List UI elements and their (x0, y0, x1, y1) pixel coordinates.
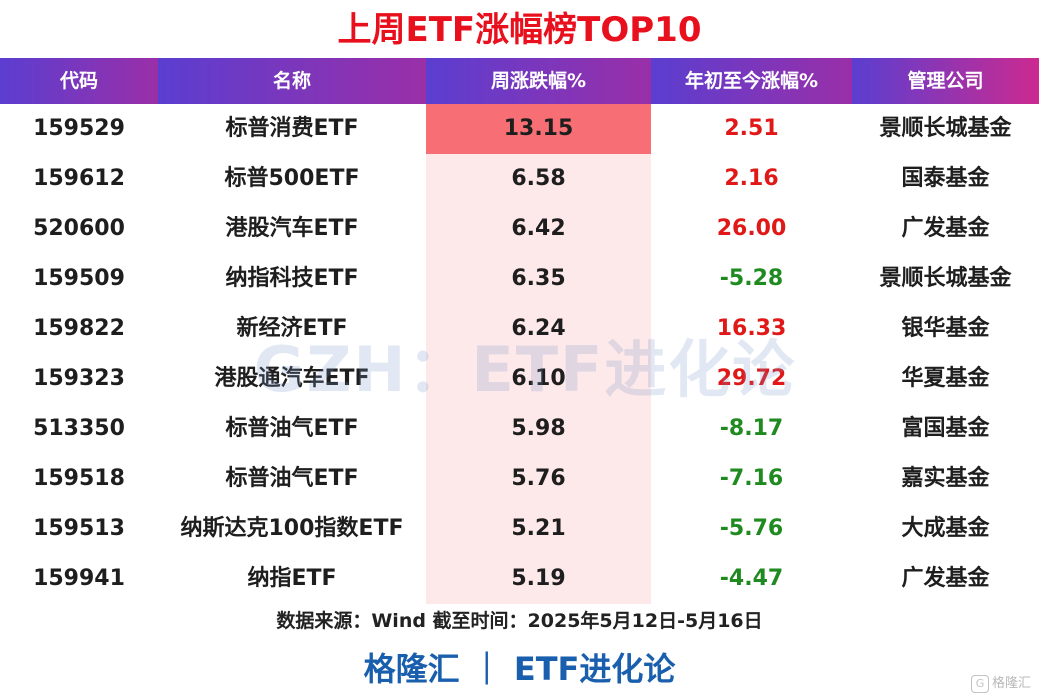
cell-weekly-change: 5.98 (511, 416, 566, 441)
data-source-note: 数据来源：Wind 截至时间：2025年5月12日-5月16日 (276, 610, 763, 632)
weekly-bar-background (426, 254, 651, 304)
cell-name: 纳指科技ETF (225, 266, 359, 291)
cell-ytd-change: 2.16 (724, 166, 779, 191)
cell-company: 广发基金 (901, 216, 990, 241)
cell-code: 520600 (33, 216, 125, 241)
cell-weekly-change: 6.58 (511, 166, 566, 191)
cell-company: 银华基金 (901, 316, 990, 341)
cell-code: 159518 (33, 466, 125, 491)
cell-name: 标普油气ETF (225, 416, 359, 441)
cell-code: 159612 (33, 166, 125, 191)
table-row: 513350 标普油气ETF 5.98 -8.17 富国基金 (0, 404, 1039, 454)
table-row: 159323 港股通汽车ETF 6.10 29.72 华夏基金 (0, 354, 1039, 404)
cell-ytd-change: -8.17 (719, 416, 784, 441)
table-header: 代码 名称 周涨跌幅% 年初至今涨幅% 管理公司 (0, 58, 1039, 104)
cell-weekly-change: 6.42 (511, 216, 566, 241)
cell-code: 159529 (33, 116, 125, 141)
cell-name: 标普消费ETF (225, 116, 359, 141)
table-row: 520600 港股汽车ETF 6.42 26.00 广发基金 (0, 204, 1039, 254)
weekly-bar-background (426, 554, 651, 604)
cell-weekly-change: 5.21 (511, 516, 566, 541)
cell-ytd-change: -4.47 (719, 566, 784, 591)
cell-code: 159822 (33, 316, 125, 341)
cell-name: 标普油气ETF (225, 466, 359, 491)
weekly-bar-background (426, 204, 651, 254)
cell-code: 513350 (33, 416, 125, 441)
cell-code: 159513 (33, 516, 125, 541)
weekly-bar-background (426, 154, 651, 204)
cell-weekly-change: 5.19 (511, 566, 566, 591)
weekly-bar-highlight (426, 104, 651, 154)
table-row: 159529 标普消费ETF 13.15 2.51 景顺长城基金 (0, 104, 1039, 154)
cell-company: 广发基金 (901, 566, 990, 591)
cell-name: 纳斯达克100指数ETF (180, 516, 404, 541)
weekly-bar-background (426, 504, 651, 554)
table-row: 159612 标普500ETF 6.58 2.16 国泰基金 (0, 154, 1039, 204)
cell-weekly-change: 6.35 (511, 266, 566, 291)
table-row: 159509 纳指科技ETF 6.35 -5.28 景顺长城基金 (0, 254, 1039, 304)
table-body: 159529 标普消费ETF 13.15 2.51 景顺长城基金 159612 标普500E… (0, 104, 1039, 604)
cell-company: 富国基金 (901, 416, 990, 441)
cell-ytd-change: 29.72 (716, 366, 787, 391)
cell-weekly-change: 6.10 (511, 366, 566, 391)
etf-ranking-table: 代码 名称 周涨跌幅% 年初至今涨幅% 管理公司 159529 标普消费ETF 13… (0, 58, 1039, 604)
header-ytd-change: 年初至今涨幅% (651, 58, 852, 104)
cell-weekly-change: 6.24 (511, 316, 566, 341)
weekly-bar-background (426, 354, 651, 404)
logo-text: 格隆汇 (991, 676, 1031, 691)
cell-name: 标普500ETF (224, 166, 360, 191)
table-row: 159518 标普油气ETF 5.76 -7.16 嘉实基金 (0, 454, 1039, 504)
brand-logo: G 格隆汇 (970, 674, 1031, 694)
cell-name: 纳指ETF (247, 566, 337, 591)
logo-icon: G (970, 675, 989, 693)
cell-ytd-change: 2.51 (724, 116, 779, 141)
cell-name: 港股汽车ETF (225, 216, 359, 241)
cell-company: 大成基金 (901, 516, 990, 541)
header-weekly-change: 周涨跌幅% (426, 58, 651, 104)
cell-weekly-change: 5.76 (511, 466, 566, 491)
cell-company: 华夏基金 (901, 366, 990, 391)
cell-ytd-change: 26.00 (716, 216, 787, 241)
header-company: 管理公司 (852, 58, 1039, 104)
cell-code: 159941 (33, 566, 125, 591)
cell-company: 景顺长城基金 (879, 266, 1012, 291)
cell-ytd-change: -7.16 (719, 466, 784, 491)
cell-code: 159509 (33, 266, 125, 291)
weekly-bar-background (426, 454, 651, 504)
cell-company: 景顺长城基金 (879, 116, 1012, 141)
table-row: 159513 纳斯达克100指数ETF 5.21 -5.76 大成基金 (0, 504, 1039, 554)
cell-ytd-change: -5.28 (719, 266, 784, 291)
table-row: 159941 纳指ETF 5.19 -4.47 广发基金 (0, 554, 1039, 604)
cell-ytd-change: -5.76 (719, 516, 784, 541)
cell-weekly-change: 13.15 (503, 116, 574, 141)
table-row: 159822 新经济ETF 6.24 16.33 银华基金 (0, 304, 1039, 354)
cell-company: 嘉实基金 (901, 466, 990, 491)
weekly-bar-background (426, 404, 651, 454)
weekly-bar-background (426, 304, 651, 354)
cell-name: 港股通汽车ETF (214, 366, 370, 391)
header-code: 代码 (0, 58, 158, 104)
cell-ytd-change: 16.33 (716, 316, 787, 341)
cell-company: 国泰基金 (901, 166, 990, 191)
cell-name: 新经济ETF (236, 316, 348, 341)
cell-code: 159323 (33, 366, 125, 391)
chart-title: 上周ETF涨幅榜TOP10 (337, 10, 702, 50)
footer-brand: 格隆汇 ｜ ETF进化论 (363, 650, 676, 688)
header-name: 名称 (158, 58, 426, 104)
